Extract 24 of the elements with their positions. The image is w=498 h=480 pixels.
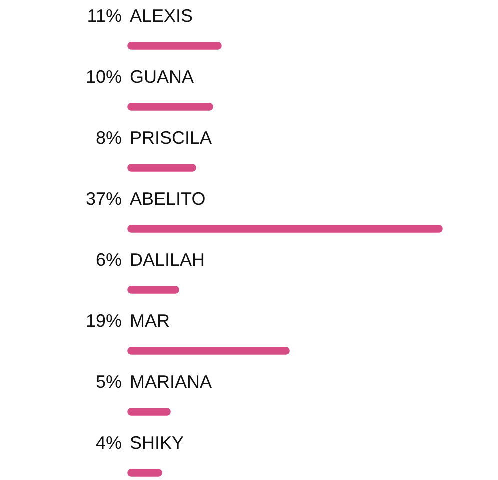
y-tick-label: MAR (130, 310, 170, 331)
y-tick-label: PRISCILA (130, 128, 212, 148)
data-label: 4% (96, 432, 122, 453)
bar (128, 286, 180, 294)
y-tick-label: DALILAH (130, 250, 206, 270)
bar (128, 225, 443, 233)
bar (128, 347, 290, 355)
bar (128, 164, 196, 172)
y-tick-label: MARIANA (130, 372, 212, 392)
y-tick-label: SHIKY (130, 432, 184, 453)
bar (128, 42, 222, 50)
bar (128, 103, 214, 111)
y-tick-label: GUANA (130, 66, 194, 87)
data-label: 5% (96, 372, 122, 392)
y-tick-label: ABELITO (130, 188, 206, 209)
bar (128, 408, 171, 416)
data-label: 10% (86, 66, 122, 87)
data-label: 8% (96, 128, 122, 148)
data-label: 37% (86, 188, 122, 209)
data-label: 11% (87, 6, 122, 26)
y-tick-label: ALEXIS (130, 6, 194, 26)
bar (128, 469, 162, 477)
data-label: 6% (96, 250, 122, 270)
data-label: 19% (86, 310, 122, 331)
